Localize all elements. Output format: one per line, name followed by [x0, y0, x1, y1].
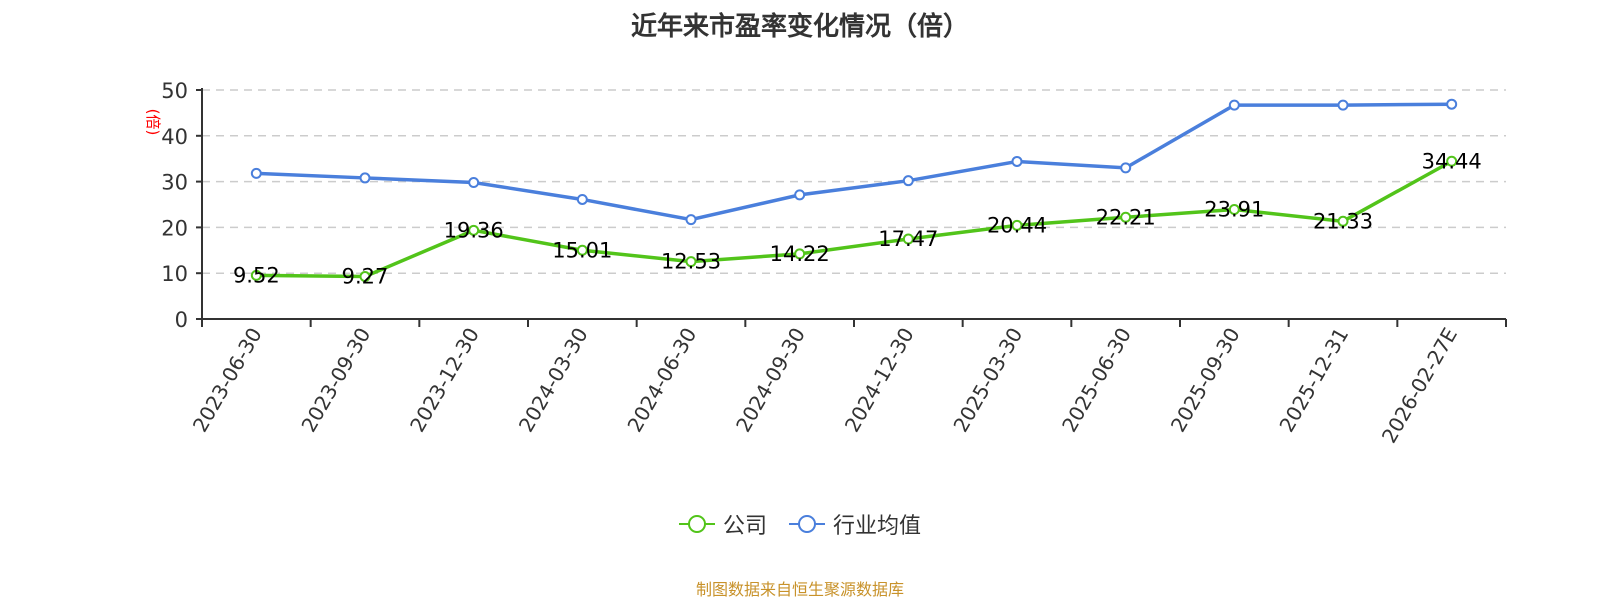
data-label: 9.52 — [233, 263, 280, 287]
y-tick-label: 20 — [161, 216, 188, 240]
data-point[interactable] — [1228, 203, 1240, 215]
data-point[interactable] — [1011, 155, 1023, 167]
x-tick-label: 2025-09-30 — [1166, 324, 1245, 437]
series-line — [256, 159, 1453, 279]
data-label: 20.44 — [987, 213, 1047, 237]
data-point[interactable] — [359, 172, 371, 184]
data-point[interactable] — [902, 175, 914, 187]
legend-industry-label: 行业均值 — [833, 514, 922, 539]
y-tick-label: 40 — [161, 125, 188, 149]
y-tick-label: 30 — [161, 171, 188, 195]
data-point[interactable] — [576, 193, 588, 205]
legend: 公司 行业均值 — [0, 508, 1600, 540]
data-point[interactable] — [794, 189, 806, 201]
y-tick-label: 50 — [161, 79, 188, 103]
data-point[interactable] — [685, 214, 697, 226]
x-tick-label: 2024-06-30 — [622, 324, 701, 437]
data-source-note: 制图数据来自恒生聚源数据库 — [695, 580, 904, 599]
data-point[interactable] — [1120, 162, 1132, 174]
x-tick-label: 2025-06-30 — [1057, 324, 1136, 437]
legend-industry-line-circle-icon — [789, 515, 825, 533]
data-point[interactable] — [902, 233, 914, 245]
legend-company-line-circle-icon — [678, 515, 715, 533]
legend-company-label: 公司 — [722, 514, 767, 539]
data-point[interactable] — [576, 244, 588, 256]
y-axis-label: (倍) — [144, 109, 162, 136]
x-tick-label: 2024-12-30 — [840, 323, 919, 436]
data-label: 22.21 — [1096, 205, 1156, 229]
x-tick-label: 2023-06-30 — [188, 324, 267, 437]
data-point[interactable] — [468, 224, 480, 236]
data-point[interactable] — [794, 248, 806, 260]
data-point[interactable] — [685, 256, 697, 268]
data-point[interactable] — [250, 269, 262, 281]
data-label: 23.91 — [1204, 197, 1264, 221]
legend-item-company[interactable]: 公司 — [678, 508, 767, 540]
y-tick-label: 0 — [175, 308, 188, 332]
x-tick-label: 2023-12-30 — [405, 323, 484, 436]
data-label: 17.47 — [878, 227, 938, 251]
x-tick-label: 2025-03-30 — [948, 324, 1027, 437]
x-tick-label: 2024-09-30 — [731, 324, 810, 437]
series-line — [256, 102, 1452, 222]
x-tick-label: 2023-09-30 — [296, 324, 375, 437]
data-label: 19.36 — [444, 218, 504, 242]
data-point[interactable] — [359, 271, 371, 283]
x-tick-label: 2024-03-30 — [514, 324, 593, 437]
data-label: 15.01 — [552, 238, 612, 262]
data-point[interactable] — [1011, 219, 1023, 231]
data-point[interactable] — [1228, 99, 1240, 111]
data-label: 14.22 — [770, 242, 830, 266]
x-tick-label: 2025-12-31 — [1274, 324, 1353, 437]
data-point[interactable] — [1337, 215, 1349, 227]
data-point[interactable] — [250, 167, 262, 179]
data-point[interactable] — [1446, 155, 1458, 167]
data-label: 9.27 — [342, 265, 389, 289]
y-tick-label: 10 — [161, 262, 188, 286]
data-label: 12.53 — [661, 250, 721, 274]
data-point[interactable] — [1120, 211, 1132, 223]
data-point[interactable] — [1337, 99, 1349, 111]
data-point[interactable] — [1446, 98, 1458, 110]
legend-item-industry[interactable]: 行业均值 — [789, 508, 921, 540]
data-label: 21.33 — [1313, 209, 1373, 233]
data-point[interactable] — [468, 177, 480, 189]
data-label: 34.44 — [1422, 149, 1482, 173]
chart-title: 近年来市盈率变化情况（倍） — [630, 12, 969, 42]
x-tick-label: 2026-02-27E — [1377, 324, 1462, 448]
